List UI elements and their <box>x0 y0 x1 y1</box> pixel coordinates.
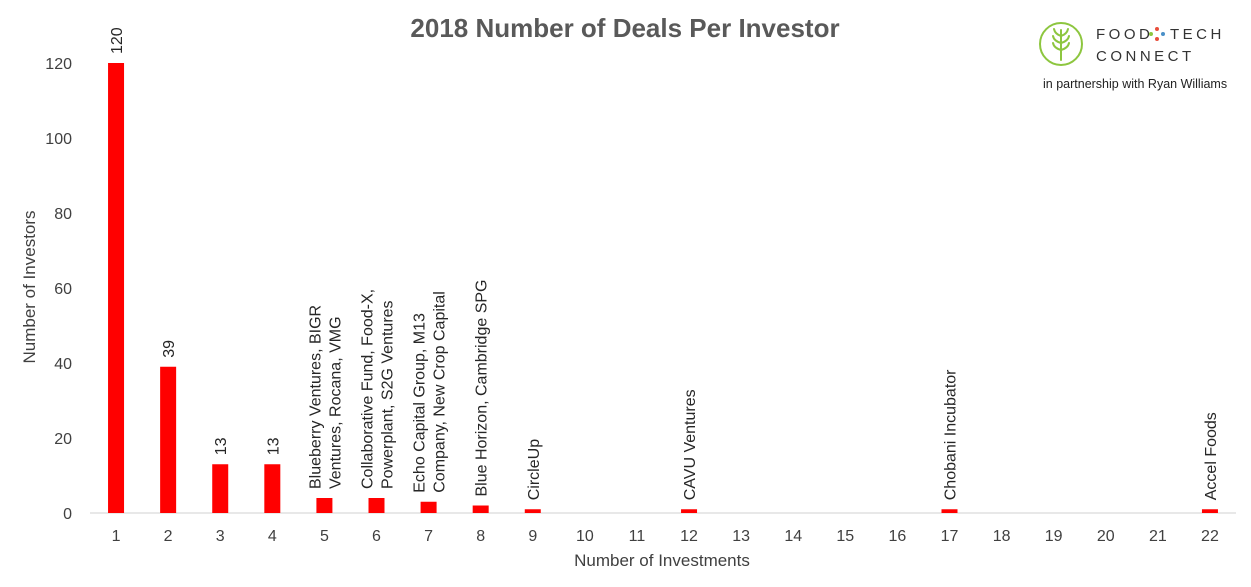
y-axis-title: Number of Investors <box>20 210 39 363</box>
x-tick-label: 13 <box>732 528 750 545</box>
y-tick-label: 80 <box>54 206 72 223</box>
x-tick-label: 15 <box>836 528 854 545</box>
y-tick-label: 0 <box>63 506 72 523</box>
bar <box>472 505 489 513</box>
data-label: Echo Capital Group, M13 <box>412 313 429 493</box>
x-tick-label: 9 <box>528 528 537 545</box>
x-axis: 1 2 3 4 5 6 7 8 9 10 11 12 13 14 15 16 17 18 19 20 21 22 <box>112 528 1219 545</box>
x-tick-label: 18 <box>993 528 1011 545</box>
data-label: CAVU Ventures <box>682 389 699 500</box>
bar <box>524 509 541 513</box>
y-tick-label: 120 <box>45 56 72 73</box>
bar <box>264 464 281 513</box>
x-axis-title: Number of Investments <box>574 551 750 570</box>
logo-tech-text: TECH <box>1170 26 1225 43</box>
x-tick-label: 17 <box>941 528 959 545</box>
x-tick-label: 1 <box>112 528 121 545</box>
bar <box>368 498 385 513</box>
wheat-circle-icon <box>1039 22 1083 66</box>
data-label: Company, New Crop Capital <box>432 291 449 493</box>
data-label: 13 <box>213 437 230 455</box>
data-label: 120 <box>109 27 126 54</box>
data-labels: 120 39 13 13 Blueberry Ventures, BIGR Venture… <box>109 27 1220 500</box>
y-tick-label: 20 <box>54 431 72 448</box>
x-tick-label: 11 <box>629 528 646 545</box>
x-tick-label: 22 <box>1201 528 1219 545</box>
x-tick-label: 19 <box>1045 528 1063 545</box>
data-label: Blueberry Ventures, BIGR <box>307 305 324 489</box>
y-axis: 0 20 40 60 80 100 120 <box>45 56 72 523</box>
x-tick-label: 14 <box>784 528 802 545</box>
food-tech-connect-logo: FOOD TECH CONNECT in partnership with Ry… <box>1039 22 1227 91</box>
x-tick-label: 5 <box>320 528 329 545</box>
bar <box>420 501 437 513</box>
x-tick-label: 21 <box>1149 528 1167 545</box>
x-tick-label: 12 <box>680 528 698 545</box>
x-tick-label: 6 <box>372 528 381 545</box>
data-label: Accel Foods <box>1203 412 1220 500</box>
bar <box>941 509 958 513</box>
y-tick-label: 40 <box>54 356 72 373</box>
x-tick-label: 7 <box>424 528 433 545</box>
data-label: Ventures, Rocana, VMG <box>327 316 344 489</box>
logo-connect-text: CONNECT <box>1096 48 1195 65</box>
x-tick-label: 2 <box>164 528 173 545</box>
bar <box>108 63 125 513</box>
x-tick-label: 20 <box>1097 528 1115 545</box>
x-tick-label: 8 <box>476 528 485 545</box>
data-label: Blue Horizon, Cambridge SPG <box>474 280 491 497</box>
bar <box>212 464 229 513</box>
data-label: Powerplant, S2G Ventures <box>380 300 397 489</box>
data-label: CircleUp <box>526 439 543 500</box>
y-tick-label: 100 <box>45 131 72 148</box>
chart-title: 2018 Number of Deals Per Investor <box>410 13 839 43</box>
data-label: Chobani Incubator <box>943 369 960 500</box>
y-tick-label: 60 <box>54 281 72 298</box>
plus-dots-icon <box>1149 27 1165 41</box>
data-label: 13 <box>265 437 282 455</box>
logo-food-text: FOOD <box>1096 26 1153 43</box>
x-tick-label: 10 <box>576 528 594 545</box>
x-tick-label: 16 <box>889 528 907 545</box>
x-tick-label: 4 <box>268 528 277 545</box>
x-tick-label: 3 <box>216 528 225 545</box>
data-label: 39 <box>161 340 178 358</box>
data-label: Collaborative Fund, Food-X, <box>360 289 377 489</box>
bar <box>316 498 333 513</box>
bar <box>1201 509 1218 513</box>
bars <box>108 63 1218 513</box>
bar <box>160 366 177 513</box>
logo-tagline: in partnership with Ryan Williams <box>1043 77 1227 91</box>
bar <box>681 509 698 513</box>
